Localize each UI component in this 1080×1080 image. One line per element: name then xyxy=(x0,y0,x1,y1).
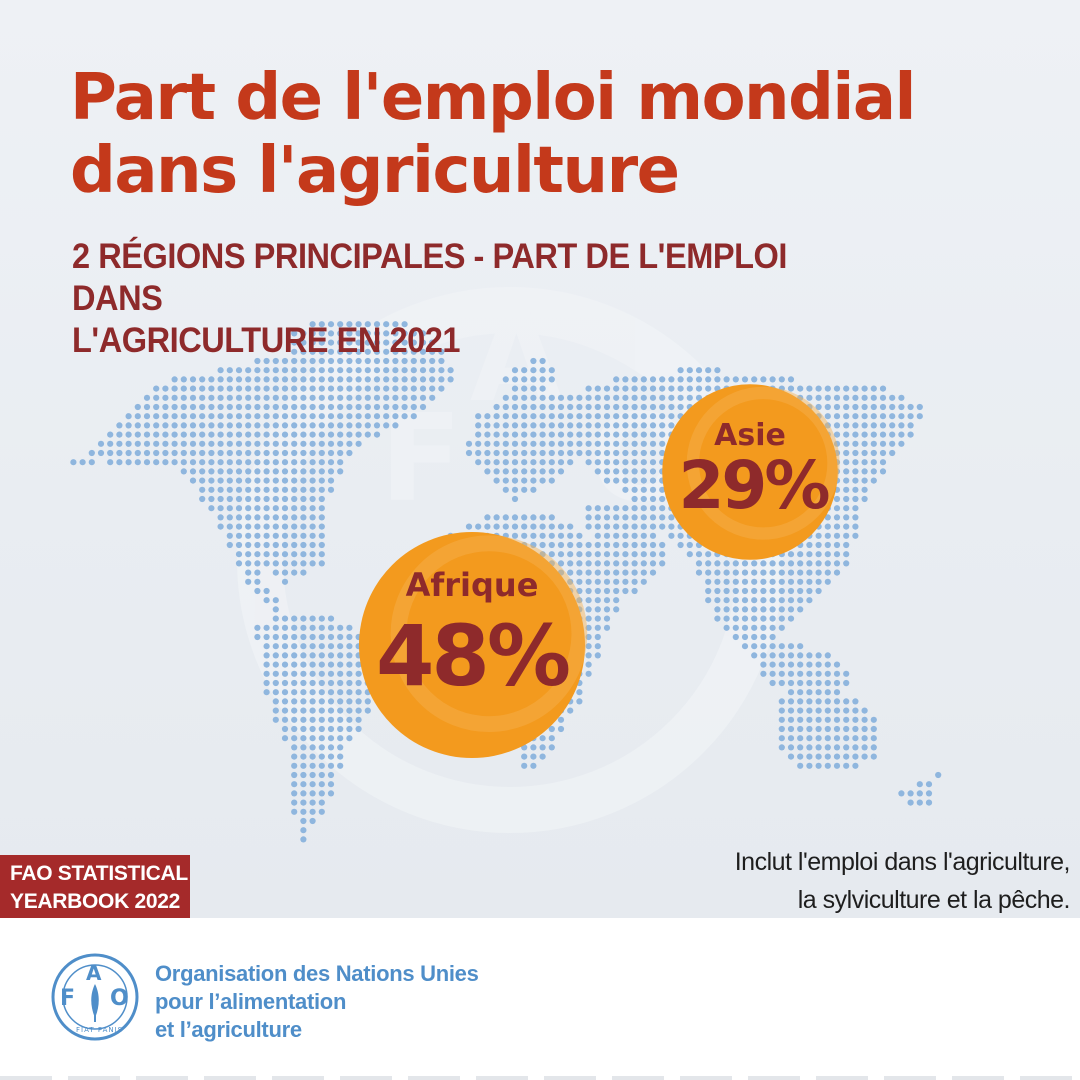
footnote-line-1: Inclut l'emploi dans l'agriculture, xyxy=(734,848,1071,876)
subtitle-line-2: L'AGRICULTURE EN 2021 xyxy=(72,321,461,360)
yearbook-badge: FAO STATISTICAL YEARBOOK 2022 xyxy=(0,855,190,918)
bubble-value-asie: 29% xyxy=(678,447,831,524)
logo-letter-o: O xyxy=(110,986,129,1011)
world-dot-map: F A O xyxy=(70,321,942,843)
org-name-line-3: et l’agriculture xyxy=(155,1017,302,1042)
chart-subtitle: 2 RÉGIONS PRINCIPALES - PART DE L'EMPLOI… xyxy=(72,236,872,362)
bubble-label-asie: Asie xyxy=(714,418,786,453)
logo-letter-a: A xyxy=(86,961,102,985)
subtitle-line-1: 2 RÉGIONS PRINCIPALES - PART DE L'EMPLOI… xyxy=(72,237,787,318)
svg-text:F: F xyxy=(380,390,462,529)
title-line-2: dans l'agriculture xyxy=(70,134,680,208)
badge-line-2: YEARBOOK 2022 xyxy=(10,890,180,913)
badge-line-1: FAO STATISTICAL xyxy=(10,862,188,885)
bubble-watermark-ring xyxy=(686,386,840,540)
logo-letter-f: F xyxy=(60,986,75,1011)
bottom-dash-border xyxy=(0,1076,1072,1080)
bubble-label-afrique: Afrique xyxy=(405,566,539,604)
chart-panel: F A O Part de l'emploi mondial dans l'ag… xyxy=(0,0,1080,918)
org-name-line-1: Organisation des Nations Unies xyxy=(155,961,479,986)
bubble-value-afrique: 48% xyxy=(375,607,571,705)
bubbles xyxy=(359,384,840,758)
bubble-afrique xyxy=(359,532,585,758)
title-line-1: Part de l'emploi mondial xyxy=(70,61,916,135)
logo-motto: FIAT PANIS xyxy=(76,1026,123,1034)
footnote-line-2: la sylviculture et la pêche. xyxy=(797,886,1071,914)
bubble-asie xyxy=(662,384,838,560)
footer: F A O FIAT PANIS Organisation des Nation… xyxy=(0,918,1080,1080)
org-name-line-2: pour l’alimentation xyxy=(155,989,347,1014)
fao-logo-icon: F A O FIAT PANIS xyxy=(51,953,139,1041)
footnote: Inclut l'emploi dans l'agriculture, la s… xyxy=(550,843,1071,918)
bubble-watermark-ring xyxy=(390,535,588,732)
chart-title: Part de l'emploi mondial dans l'agricult… xyxy=(70,62,970,208)
